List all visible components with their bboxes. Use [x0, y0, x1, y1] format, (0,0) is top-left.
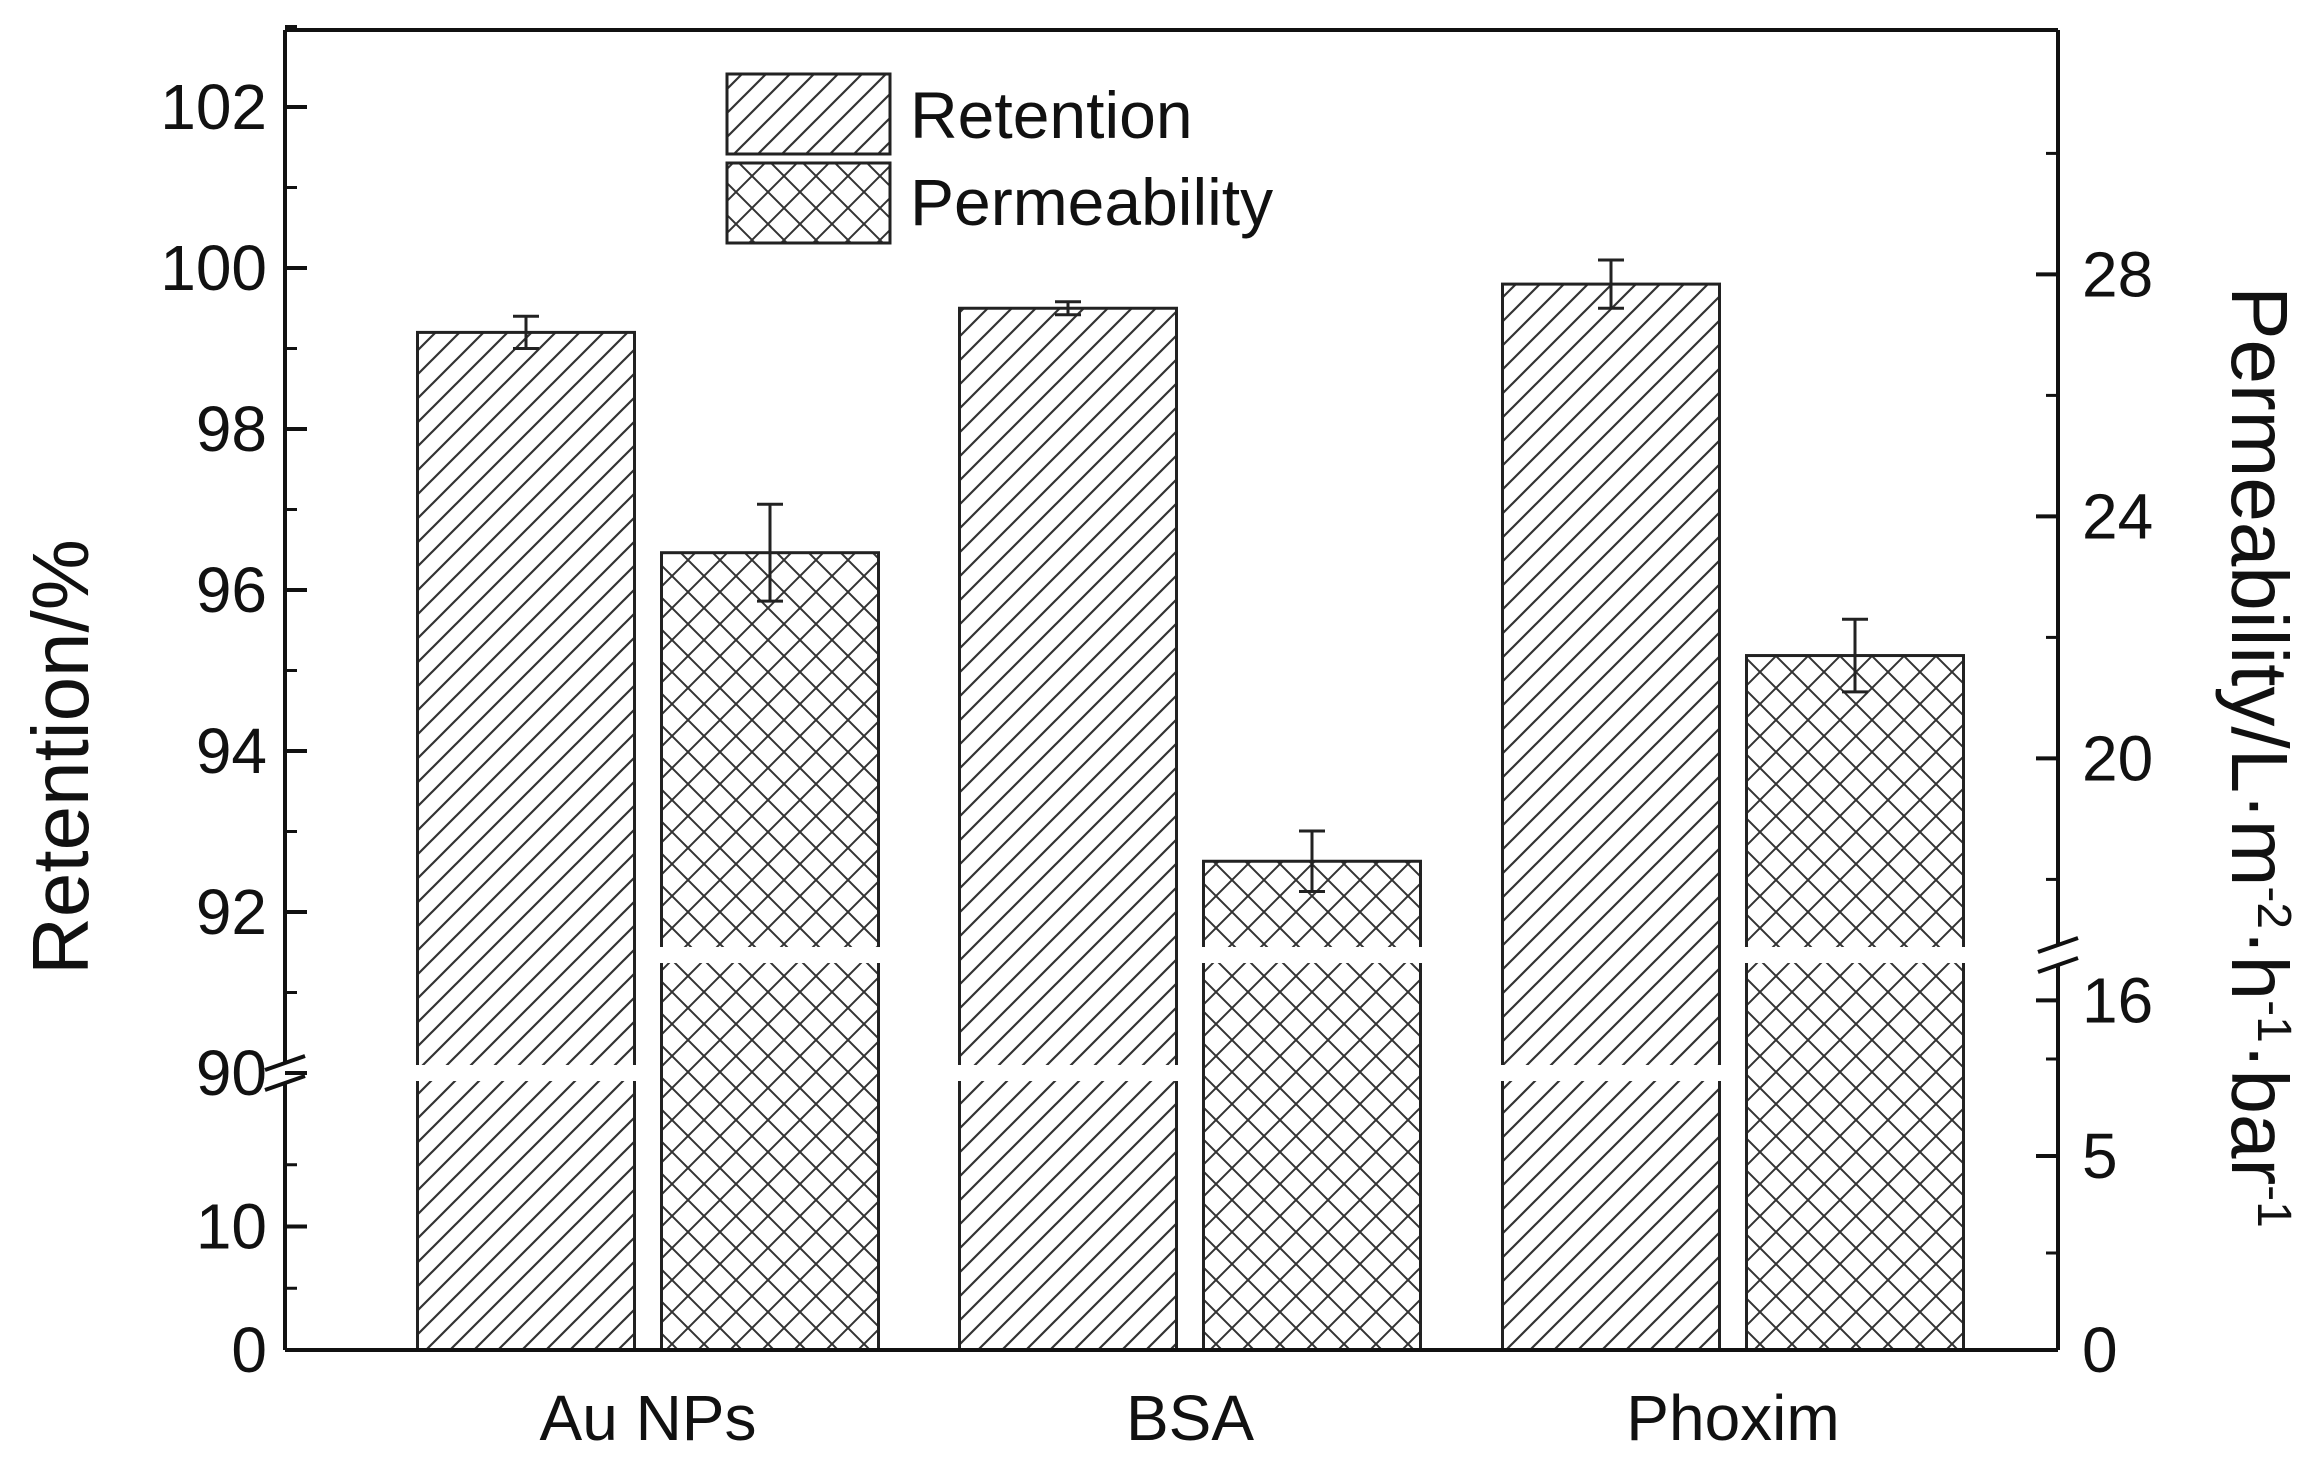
legend: Retention Permeability: [725, 72, 1273, 245]
axis-ticks: [285, 25, 2058, 1352]
title-part: ·bar: [2215, 1043, 2304, 1185]
axis-break-mark: [264, 1054, 306, 1072]
bar-retention-au-nps: [416, 330, 636, 1352]
title-part: ·h: [2215, 929, 2304, 1000]
y-right-tick-label: 20: [2082, 722, 2153, 794]
y-left-tick-label: 90: [196, 1037, 267, 1109]
y-right-tick-label: 24: [2082, 480, 2153, 552]
bar-permeability-phoxim: [1745, 654, 1965, 1352]
y-left-tick-label: 92: [196, 876, 267, 948]
superscript: -1: [2248, 1185, 2301, 1228]
superscript: -1: [2248, 1000, 2301, 1043]
legend-label-permeability: Permeability: [910, 165, 1273, 239]
x-tick-label: Au NPs: [540, 1382, 757, 1454]
y-left-tick-label: 96: [196, 554, 267, 626]
tick-labels: Au NPs BSA Phoxim 0 10 90 92 94 96 98 100 102 0 5 16 20…: [160, 71, 2153, 1454]
y-axis-left-title: Retention/%: [16, 539, 105, 975]
y-left-tick-label: 94: [196, 715, 267, 787]
bar-retention-phoxim: [1501, 282, 1721, 1352]
y-right-tick-label: 0: [2082, 1314, 2118, 1386]
axis-break-mark: [2037, 956, 2079, 974]
axis-break-gap: [655, 947, 885, 963]
y-right-tick-label: 28: [2082, 238, 2153, 310]
y-left-tick-label: 98: [196, 393, 267, 465]
axes-frame: [264, 28, 2079, 1352]
x-tick-label: BSA: [1126, 1382, 1254, 1454]
axis-break-gap: [1740, 947, 1970, 963]
legend-swatch-retention: [725, 72, 892, 156]
bar-permeability-bsa: [1202, 859, 1422, 1352]
superscript: -2: [2248, 886, 2301, 929]
axis-break-gap: [953, 1065, 1183, 1081]
y-axis-right-title: Permeability/L·m-2·h-1·bar-1: [2215, 286, 2304, 1228]
axis-break-mark: [2037, 936, 2079, 954]
legend-label-retention: Retention: [910, 78, 1193, 152]
y-left-tick-label: 100: [160, 232, 267, 304]
x-tick-label: Phoxim: [1626, 1382, 1839, 1454]
legend-swatch-permeability: [725, 161, 892, 245]
axis-break-mark: [264, 1074, 306, 1092]
axis-break-gap: [411, 1065, 641, 1081]
y-left-tick-label: 102: [160, 71, 267, 143]
bar-retention-bsa: [958, 306, 1178, 1352]
y-left-tick-label: 10: [196, 1191, 267, 1263]
bars-layer: [411, 258, 1970, 1352]
y-right-tick-label: 5: [2082, 1120, 2118, 1192]
title-part: Permeability/L·m: [2215, 286, 2304, 886]
y-right-tick-label: 16: [2082, 964, 2153, 1036]
y-left-tick-label: 0: [231, 1314, 267, 1386]
axis-break-gap: [1496, 1065, 1726, 1081]
axis-break-gap: [1197, 947, 1427, 963]
